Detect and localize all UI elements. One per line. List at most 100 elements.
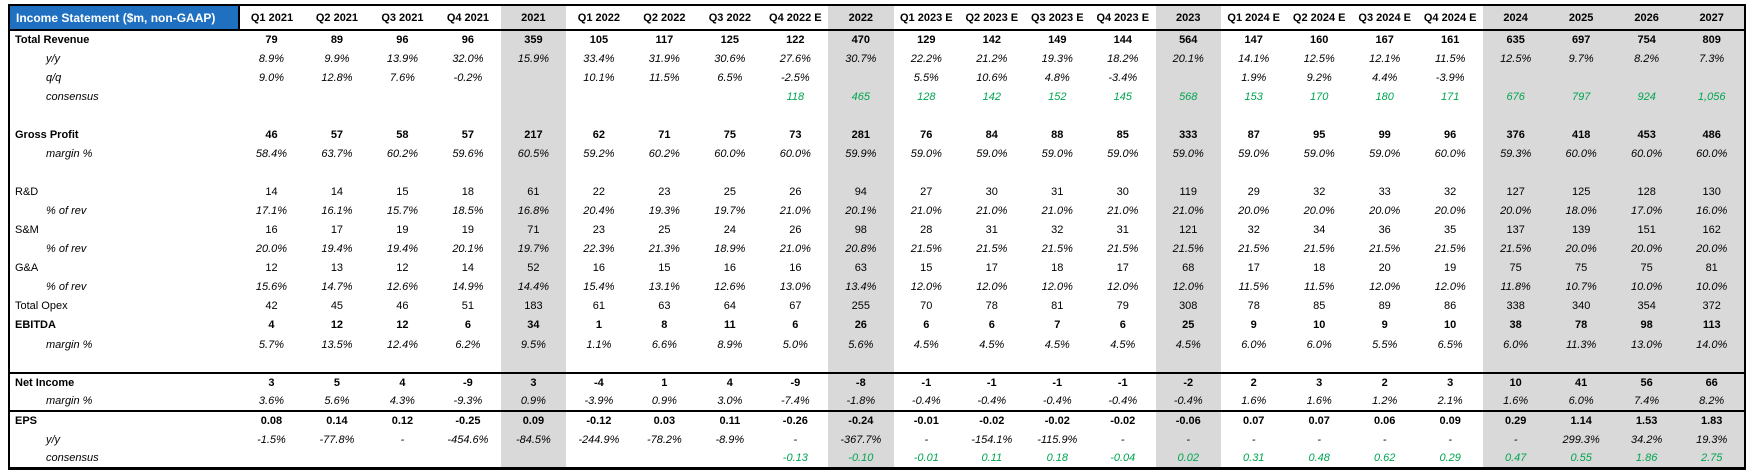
cell-total-revenue-q3-2021[interactable]: 96 [396,34,409,47]
cell-sm-q4-2023-e[interactable]: 31 [1116,224,1129,237]
cell-spacer-2-q3-2022[interactable] [697,163,762,182]
cell-ga-2024[interactable]: 75 [1482,258,1549,278]
cell-revenue-qoq-q2-2023-e[interactable]: 10.6% [976,71,1008,84]
cell-net-income-q1-2024-e[interactable]: 2 [1220,372,1287,393]
cell-rd-pct-rev-2026[interactable]: 17.0% [1613,201,1680,221]
cell-revenue-qoq-2027[interactable] [1679,68,1745,88]
cell-sm-q4-2022-e[interactable]: 26 [789,224,802,237]
cell-net-income-margin-q1-2021[interactable]: 3.6% [258,395,284,408]
cell-eps-consensus-q1-2024-e[interactable]: 0.31 [1243,452,1265,465]
cell-eps-q2-2021[interactable]: 0.14 [304,410,370,431]
cell-total-revenue-q4-2023-e[interactable]: 144 [1113,34,1132,47]
cell-sm-2022[interactable]: 98 [828,220,894,240]
cell-ebitda-2023[interactable]: 25 [1155,315,1221,335]
cell-rd-pct-rev-2021[interactable]: 16.8% [500,201,567,221]
cell-revenue-consensus-q2-2023-e[interactable]: 142 [982,90,1001,103]
cell-eps-yoy-q3-2024-e[interactable]: - [1382,433,1387,446]
cell-net-income-q2-2022[interactable]: 1 [631,372,698,393]
cell-sm-pct-rev-q4-2023-e[interactable]: 21.5% [1107,243,1139,256]
cell-sm-q2-2022[interactable]: 25 [658,224,671,237]
cell-sm-q3-2022[interactable]: 24 [723,224,736,237]
cell-net-income-2024[interactable]: 10 [1482,372,1549,393]
cell-total-revenue-q4-2021[interactable]: 96 [461,34,475,47]
cell-gross-profit-q3-2022[interactable]: 75 [723,128,736,141]
cell-ebitda-margin-2022[interactable]: 5.6% [828,335,894,355]
row-label-ebitda[interactable]: EBITDA [15,319,56,332]
cell-revenue-consensus-q2-2024-e[interactable]: 170 [1310,90,1329,103]
cell-total-opex-q2-2023-e[interactable]: 78 [985,300,998,313]
cell-eps-q4-2023-e[interactable]: -0.02 [1090,410,1156,431]
cell-rd-q3-2022[interactable]: 25 [723,186,736,199]
cell-net-income-2026[interactable]: 56 [1613,372,1680,393]
column-header-2023[interactable]: 2023 [1155,5,1221,31]
cell-gross-profit-q4-2022-e[interactable]: 73 [789,128,802,141]
cell-ga-pct-rev-2024[interactable]: 11.8% [1482,277,1549,297]
cell-ga-q4-2021[interactable]: 14 [461,262,475,275]
cell-sm-q4-2024-e[interactable]: 35 [1444,224,1457,237]
cell-spacer-3-q2-2023-e[interactable] [959,354,1024,373]
cell-rd-pct-rev-q2-2022[interactable]: 19.3% [648,205,680,218]
cell-revenue-yoy-2025[interactable]: 9.7% [1548,49,1614,69]
cell-revenue-consensus-2024[interactable]: 676 [1482,87,1549,107]
cell-eps-yoy-q1-2024-e[interactable]: - [1251,433,1256,446]
cell-ebitda-margin-q4-2023-e[interactable]: 4.5% [1110,338,1136,351]
cell-eps-consensus-q3-2023-e[interactable]: 0.18 [1046,452,1068,465]
column-header-q3-2021[interactable]: Q3 2021 [369,5,436,31]
cell-eps-q1-2024-e[interactable]: 0.07 [1220,410,1287,431]
cell-sm-pct-rev-2023[interactable]: 21.5% [1155,239,1221,259]
column-header-q3-2024-e[interactable]: Q3 2024 E [1351,5,1418,31]
row-label-revenue-qoq[interactable]: q/q [46,71,62,84]
cell-spacer-3-q2-2022[interactable] [632,354,697,373]
cell-spacer-1-q4-2024-e[interactable] [1417,106,1482,125]
cell-net-income-margin-q3-2024-e[interactable]: 1.2% [1372,395,1398,408]
cell-spacer-2-2026[interactable] [1613,163,1680,183]
row-label-eps-consensus[interactable]: consensus [46,452,99,465]
cell-spacer-2-q1-2023-e[interactable] [894,163,959,182]
cell-spacer-1-q3-2022[interactable] [697,106,762,125]
cell-sm-pct-rev-q4-2021[interactable]: 20.1% [452,243,484,256]
row-label-ebitda-margin[interactable]: margin % [46,338,93,351]
cell-spacer-2-q3-2023-e[interactable] [1025,163,1090,182]
cell-sm-pct-rev-q3-2021[interactable]: 19.4% [386,243,419,256]
cell-revenue-qoq-q4-2023-e[interactable]: -3.4% [1108,71,1138,84]
row-label-sm[interactable]: S&M [15,224,39,237]
cell-ebitda-q1-2021[interactable]: 4 [268,319,275,332]
cell-eps-consensus-2023[interactable]: 0.02 [1155,449,1221,469]
cell-spacer-1-q1-2021[interactable] [239,106,304,125]
cell-eps-consensus-2021[interactable] [500,449,567,469]
cell-spacer-3-2025[interactable] [1548,354,1614,374]
cell-eps-q1-2022[interactable]: -0.12 [566,410,632,431]
column-header-q2-2023-e[interactable]: Q2 2023 E [959,5,1025,31]
cell-ga-pct-rev-q1-2024-e[interactable]: 11.5% [1238,281,1269,294]
cell-rd-pct-rev-q4-2022-e[interactable]: 21.0% [779,205,811,218]
cell-rd-pct-rev-q3-2023-e[interactable]: 21.0% [1041,205,1073,218]
cell-rd-pct-rev-2023[interactable]: 21.0% [1155,201,1221,221]
cell-ebitda-margin-2025[interactable]: 11.3% [1548,335,1614,355]
cell-ebitda-margin-q1-2023-e[interactable]: 4.5% [913,338,939,351]
row-label-spacer-2[interactable] [9,163,239,182]
cell-revenue-qoq-q1-2023-e[interactable]: 5.5% [913,71,939,84]
cell-revenue-consensus-q2-2021[interactable] [304,87,369,106]
cell-eps-2021[interactable]: 0.09 [500,410,567,431]
cell-net-income-margin-q4-2021[interactable]: -9.3% [453,395,483,408]
cell-ga-pct-rev-2027[interactable]: 10.0% [1679,277,1745,297]
cell-eps-2027[interactable]: 1.83 [1679,410,1745,431]
cell-total-revenue-2022[interactable]: 470 [828,30,894,50]
cell-sm-pct-rev-2025[interactable]: 20.0% [1548,239,1614,259]
column-header-q2-2022[interactable]: Q2 2022 [631,5,698,31]
cell-total-opex-q1-2021[interactable]: 42 [265,300,278,313]
cell-spacer-2-q4-2021[interactable] [435,163,500,182]
cell-sm-pct-rev-2022[interactable]: 20.8% [828,239,894,259]
cell-total-opex-q4-2024-e[interactable]: 86 [1444,300,1457,313]
cell-gross-margin-q4-2022-e[interactable]: 60.0% [779,147,811,160]
cell-spacer-1-2022[interactable] [828,106,894,126]
cell-ga-pct-rev-q1-2021[interactable]: 15.6% [255,281,288,294]
cell-ebitda-margin-q1-2024-e[interactable]: 6.0% [1241,338,1267,351]
cell-eps-consensus-q1-2022[interactable] [566,449,631,468]
cell-ga-pct-rev-q1-2023-e[interactable]: 12.0% [910,281,942,294]
cell-revenue-consensus-2023[interactable]: 568 [1155,87,1221,107]
cell-sm-pct-rev-q4-2022-e[interactable]: 21.0% [779,243,811,256]
cell-revenue-qoq-q1-2021[interactable]: 9.0% [258,71,284,84]
cell-spacer-2-q2-2021[interactable] [304,163,369,182]
cell-gross-profit-2025[interactable]: 418 [1548,125,1614,145]
